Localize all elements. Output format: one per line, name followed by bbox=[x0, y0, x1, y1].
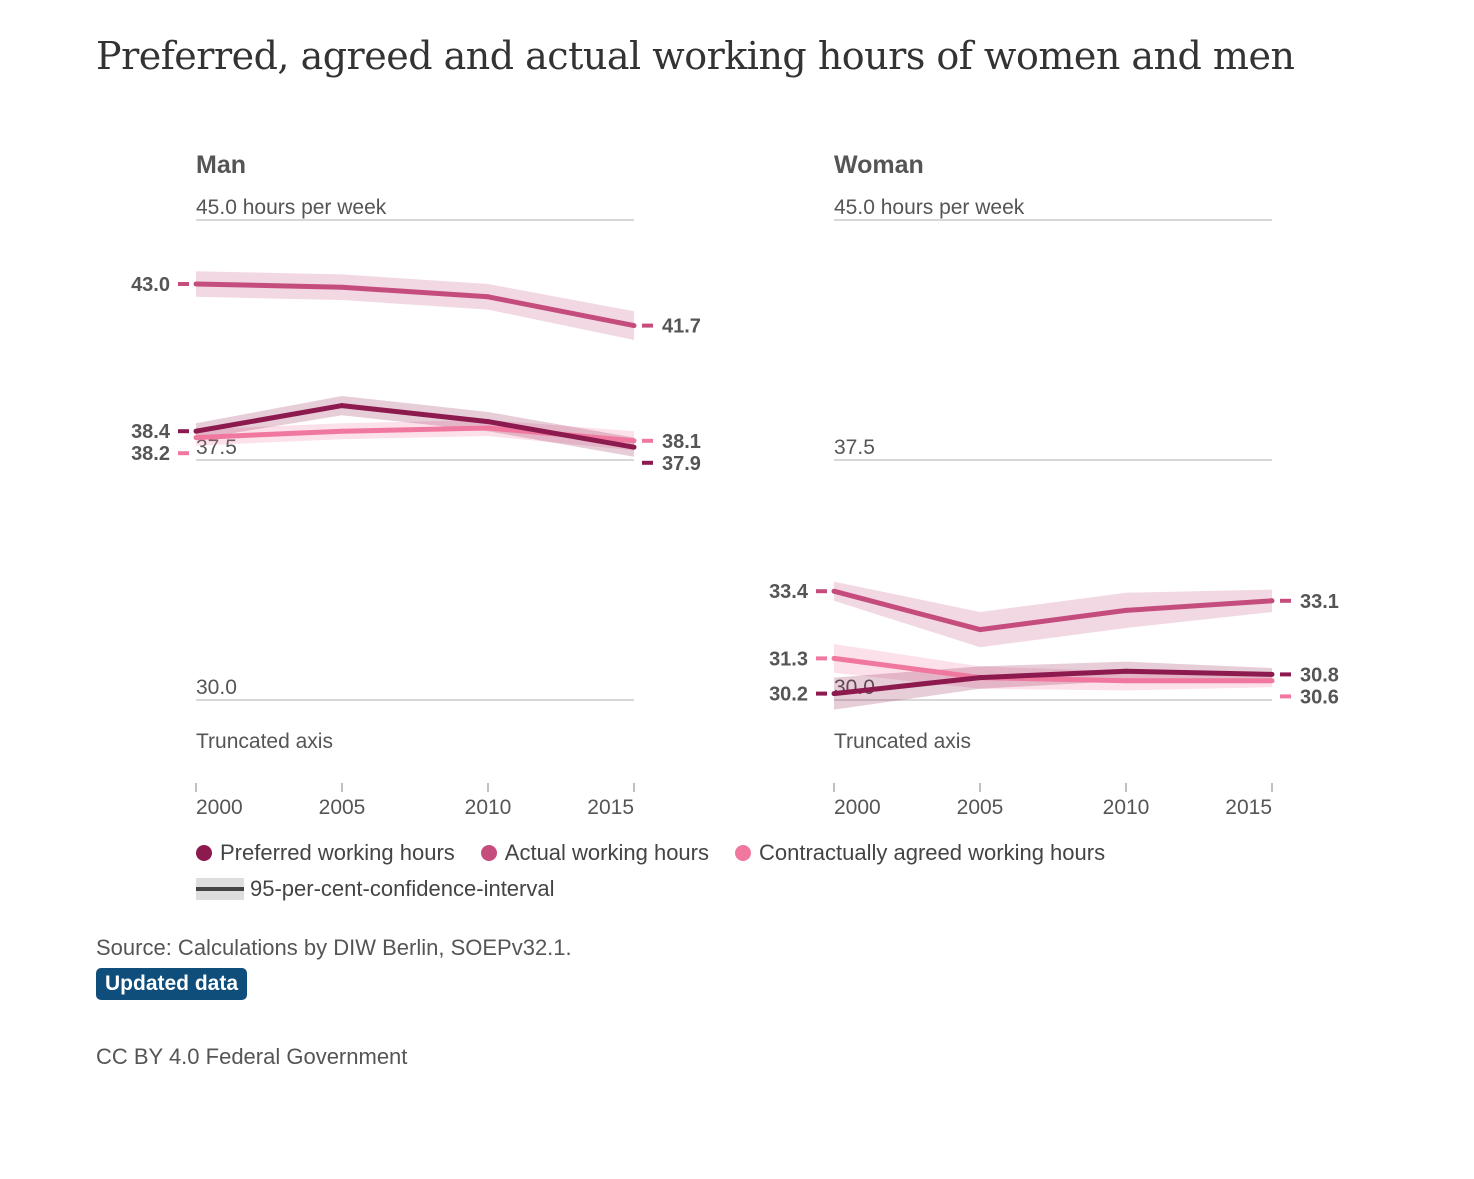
data-point-actual bbox=[977, 627, 983, 633]
x-tick-label: 2010 bbox=[1103, 796, 1150, 819]
legend-label-actual: Actual working hours bbox=[504, 840, 709, 865]
x-tick-label: 2000 bbox=[196, 796, 243, 819]
legend-dot-preferred bbox=[196, 845, 212, 861]
license-note: CC BY 4.0 Federal Government bbox=[96, 1044, 408, 1069]
data-point-agreed bbox=[339, 428, 345, 434]
x-tick-label: 2010 bbox=[465, 796, 512, 819]
end-value-label-actual: 41.7 bbox=[662, 316, 701, 338]
series-line-preferred bbox=[833, 668, 1273, 697]
legend-item-actual: Actual working hours bbox=[480, 840, 709, 866]
data-point-agreed bbox=[1269, 678, 1275, 684]
series-line-agreed bbox=[833, 655, 1272, 684]
data-point-preferred bbox=[631, 444, 637, 450]
data-point-actual bbox=[193, 281, 199, 287]
source-note: Source: Calculations by DIW Berlin, SOEP… bbox=[96, 935, 572, 960]
start-value-label-agreed: 38.2 bbox=[131, 443, 170, 465]
x-tick-label: 2015 bbox=[1225, 796, 1272, 819]
start-value-label-actual: 33.4 bbox=[769, 581, 809, 603]
x-tick-label: 2015 bbox=[587, 796, 634, 819]
ci-band-actual bbox=[834, 581, 1272, 648]
chart-title: Preferred, agreed and actual working hou… bbox=[96, 34, 1295, 78]
start-value-label-actual: 43.0 bbox=[131, 274, 170, 296]
end-value-label-actual: 33.1 bbox=[1300, 591, 1339, 613]
end-value-label-agreed: 38.1 bbox=[662, 431, 701, 453]
series-line-actual bbox=[833, 588, 1273, 633]
data-point-actual bbox=[831, 588, 837, 594]
legend-item-ci: 95-per-cent-confidence-interval bbox=[196, 876, 555, 902]
data-point-actual bbox=[1123, 607, 1129, 613]
ci-band-actual bbox=[196, 271, 634, 340]
data-point-preferred bbox=[831, 691, 837, 697]
start-value-label-preferred: 30.2 bbox=[769, 684, 808, 706]
legend-dot-actual bbox=[480, 845, 497, 861]
truncated-axis-label: Truncated axis bbox=[196, 730, 333, 753]
x-tick-label: 2005 bbox=[957, 796, 1004, 819]
start-value-label-agreed: 31.3 bbox=[769, 648, 808, 670]
end-value-label-preferred: 30.8 bbox=[1300, 664, 1339, 686]
legend-label-ci: 95-per-cent-confidence-interval bbox=[250, 876, 555, 901]
gridline-label: 45.0 hours per week bbox=[834, 196, 1025, 219]
truncated-axis-label: Truncated axis bbox=[834, 730, 971, 753]
legend: Preferred working hours Actual working h… bbox=[196, 838, 1296, 910]
legend-label-preferred: Preferred working hours bbox=[220, 840, 455, 865]
gridline-label: 37.5 bbox=[834, 436, 875, 459]
panel-title: Man bbox=[196, 151, 246, 179]
legend-label-agreed: Contractually agreed working hours bbox=[759, 840, 1106, 865]
legend-dot-agreed bbox=[735, 845, 751, 861]
data-point-agreed bbox=[831, 655, 837, 661]
panel-title: Woman bbox=[834, 151, 924, 179]
panel-man: Man 45.0 hours per week 37.5 30.0 Truncated … bbox=[131, 151, 701, 819]
data-point-actual bbox=[631, 323, 637, 329]
start-value-label-preferred: 38.4 bbox=[131, 421, 171, 443]
legend-item-preferred: Preferred working hours bbox=[196, 840, 455, 866]
gridline-label: 30.0 bbox=[196, 676, 237, 699]
data-point-preferred bbox=[193, 428, 199, 434]
data-point-agreed bbox=[193, 435, 199, 441]
updated-data-badge[interactable]: Updated data bbox=[96, 968, 248, 1000]
data-point-actual bbox=[1269, 598, 1275, 604]
data-point-agreed bbox=[485, 425, 491, 431]
data-point-actual bbox=[485, 294, 491, 300]
legend-item-agreed: Contractually agreed working hours bbox=[735, 840, 1105, 866]
data-point-preferred bbox=[977, 675, 983, 681]
data-point-preferred bbox=[339, 403, 345, 409]
data-point-preferred bbox=[485, 419, 491, 425]
legend-ci-swatch bbox=[196, 878, 244, 900]
series-line-actual bbox=[195, 281, 635, 329]
x-tick-label: 2005 bbox=[319, 796, 366, 819]
data-point-actual bbox=[339, 284, 345, 290]
x-tick-label: 2000 bbox=[834, 796, 881, 819]
end-value-label-preferred: 37.9 bbox=[662, 453, 701, 475]
data-point-preferred bbox=[1269, 671, 1275, 677]
chart-panels: Man 45.0 hours per week 37.5 30.0 Truncated … bbox=[131, 151, 1339, 819]
data-point-agreed bbox=[631, 438, 637, 444]
series-line-preferred bbox=[195, 403, 635, 450]
end-value-label-agreed: 30.6 bbox=[1300, 686, 1339, 708]
data-point-agreed bbox=[1123, 678, 1129, 684]
gridline-label: 37.5 bbox=[196, 436, 237, 459]
data-point-preferred bbox=[1123, 668, 1129, 674]
gridline-label: 45.0 hours per week bbox=[196, 196, 387, 219]
